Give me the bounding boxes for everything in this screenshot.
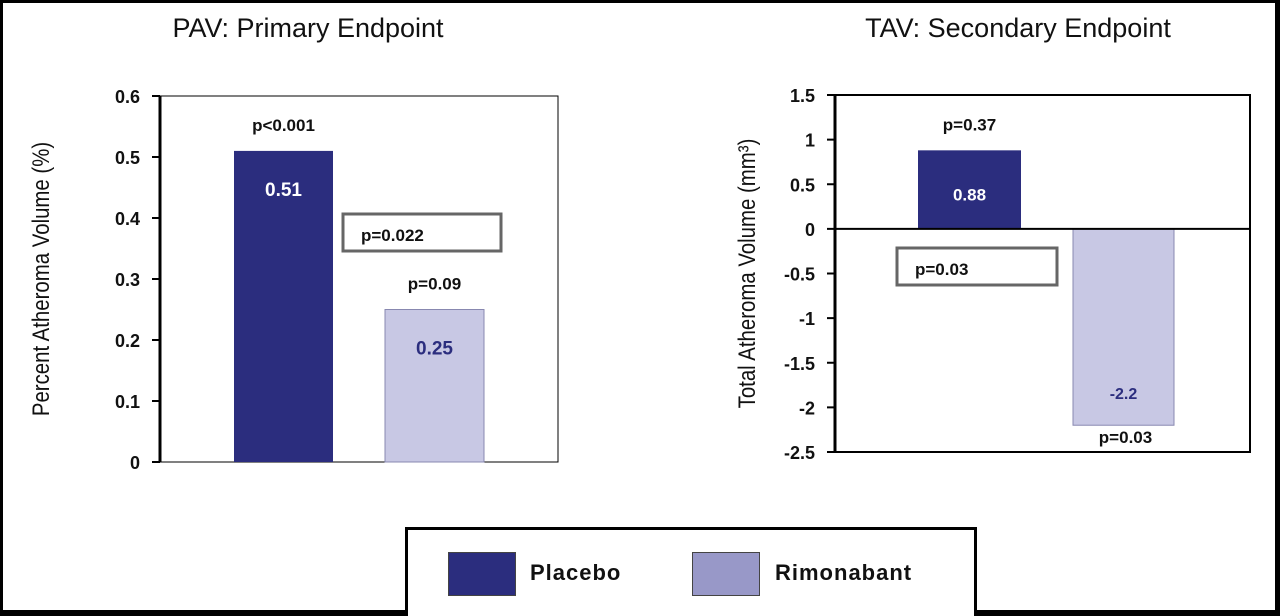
p-value-label: p=0.37 bbox=[943, 115, 996, 134]
y-tick-label: 0.4 bbox=[115, 209, 140, 229]
bar-placebo bbox=[234, 150, 333, 462]
p-value-label: p<0.001 bbox=[252, 116, 315, 135]
y-tick-label: 0.6 bbox=[115, 87, 140, 107]
y-tick-label: 0.3 bbox=[115, 270, 140, 290]
comparison-p-box bbox=[341, 212, 503, 253]
bar-value-label: 0.25 bbox=[416, 339, 453, 360]
comparison-p-box bbox=[895, 246, 1059, 287]
y-tick-label: 1 bbox=[805, 131, 815, 151]
y-tick-label: -1.5 bbox=[784, 354, 815, 374]
legend-label-rimonabant: Rimonabant bbox=[775, 560, 913, 585]
y-tick-label: 0.5 bbox=[790, 175, 815, 195]
plot-area bbox=[159, 95, 559, 463]
bar-placebo bbox=[918, 150, 1021, 229]
y-tick-label: -1 bbox=[799, 309, 815, 329]
bar-value-label: 0.51 bbox=[265, 180, 302, 201]
bar-value-label: 0.88 bbox=[953, 185, 986, 204]
bar-rimonabant bbox=[384, 309, 485, 463]
legend-swatch-placebo bbox=[448, 552, 516, 596]
comparison-p-value: p=0.022 bbox=[361, 226, 424, 245]
y-tick-label: 0 bbox=[130, 453, 140, 473]
y-tick-label: -2 bbox=[799, 398, 815, 418]
y-tick-label: -0.5 bbox=[784, 265, 815, 285]
y-tick-label: 0 bbox=[805, 220, 815, 240]
y-tick-label: 0.1 bbox=[115, 392, 140, 412]
charts: PAV: Primary Endpoint Percent Atheroma Vo… bbox=[27, 13, 1251, 473]
y-tick-label: 0.5 bbox=[115, 148, 140, 168]
bar-rimonabant bbox=[1072, 228, 1175, 426]
legend-swatch-rimonabant bbox=[692, 552, 760, 596]
legend: Placebo Rimonabant bbox=[405, 527, 977, 616]
comparison-p-value: p=0.03 bbox=[915, 260, 968, 279]
y-tick-label: -2.5 bbox=[784, 443, 815, 463]
y-tick-label: 1.5 bbox=[790, 86, 815, 106]
y-tick-label: 0.2 bbox=[115, 331, 140, 351]
chart-title: TAV: Secondary Endpoint bbox=[865, 13, 1171, 43]
p-value-label: p=0.09 bbox=[408, 275, 461, 294]
legend-label-placebo: Placebo bbox=[530, 560, 622, 585]
y-axis-label: Percent Atheroma Volume (%) bbox=[27, 142, 54, 416]
y-axis-label: Total Atheroma Volume (mm³) bbox=[733, 139, 760, 409]
slide: PAV: Primary Endpoint Percent Atheroma Vo… bbox=[3, 3, 1275, 616]
p-value-label: p=0.03 bbox=[1099, 428, 1152, 447]
chart-title: PAV: Primary Endpoint bbox=[172, 13, 444, 43]
bar-value-label: -2.2 bbox=[1110, 386, 1138, 403]
